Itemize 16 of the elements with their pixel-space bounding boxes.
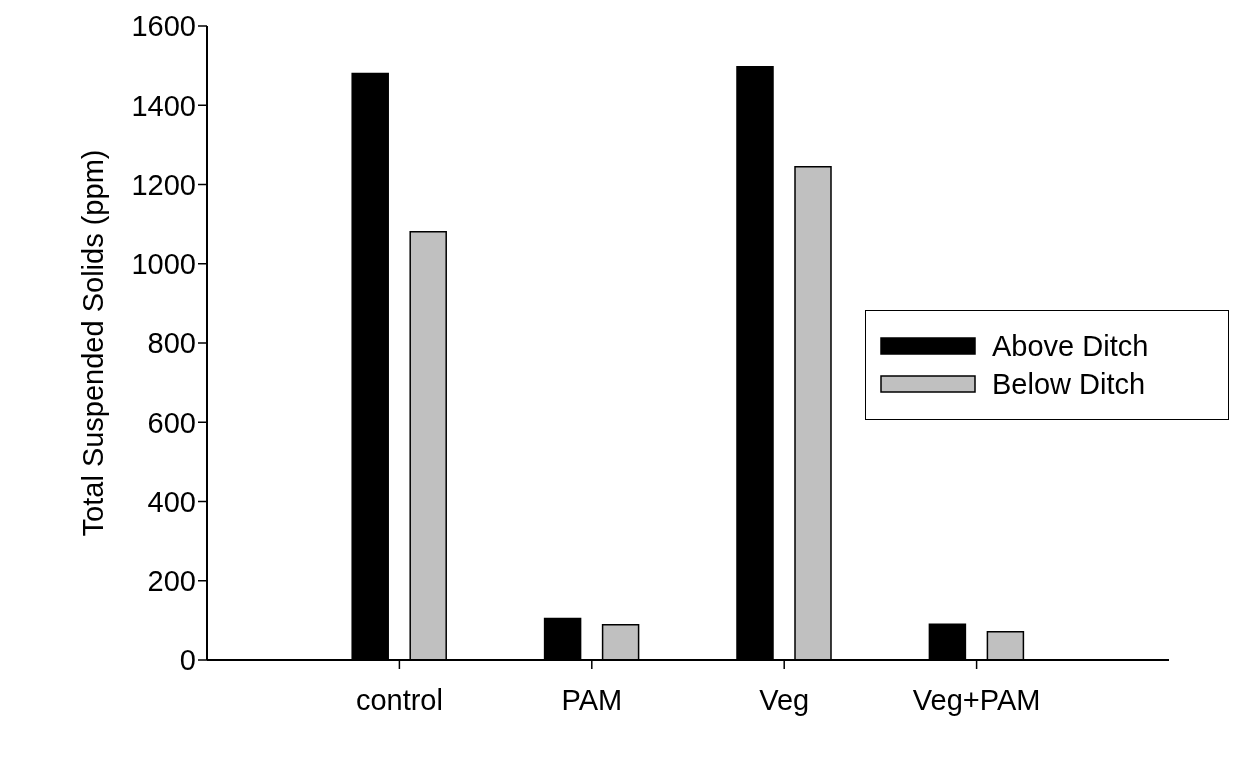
y-axis-title: Total Suspended Solids (ppm): [77, 149, 110, 537]
y-tick-label: 200: [147, 565, 196, 598]
y-tick-label: 1600: [131, 10, 196, 43]
legend-label: Below Ditch: [992, 367, 1146, 401]
y-tick-label: 800: [147, 327, 196, 360]
x-tick-label: Veg+PAM: [912, 683, 1041, 716]
x-tick-label: PAM: [561, 683, 623, 716]
y-tick-label: 0: [179, 644, 196, 677]
y-tick-label: 1000: [131, 248, 196, 281]
y-tick-label: 600: [147, 406, 196, 439]
x-tick-label: Veg: [759, 683, 810, 716]
x-tick-label: control: [355, 683, 443, 716]
legend-label: Above Ditch: [992, 329, 1149, 363]
y-tick-label: 400: [147, 485, 196, 518]
y-tick-label: 1400: [131, 89, 196, 122]
y-tick-label: 1200: [131, 168, 196, 201]
